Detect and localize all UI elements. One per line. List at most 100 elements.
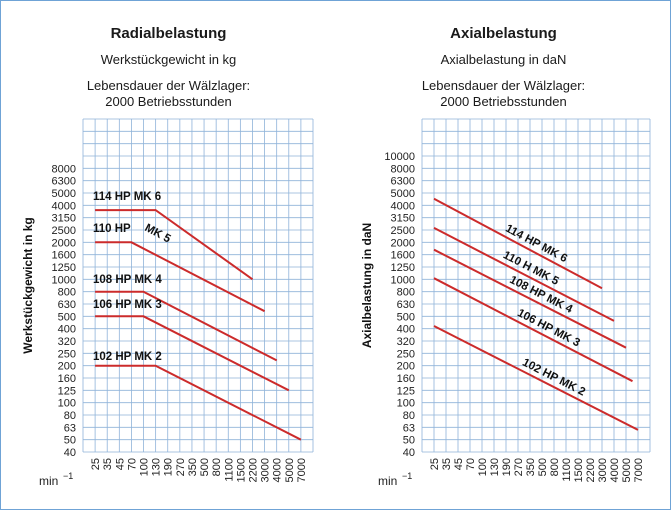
x-tick-label: 270 (513, 458, 525, 476)
y-tick-label: 40 (64, 447, 76, 459)
y-tick-label: 100 (397, 398, 415, 410)
series-line (433, 227, 615, 322)
y-tick-label: 10000 (384, 151, 415, 163)
y-tick-label: 630 (58, 299, 76, 311)
y-tick-label: 3150 (391, 213, 415, 225)
x-unit-label: min (39, 474, 58, 488)
x-tick-label: 5000 (621, 458, 633, 482)
y-tick-label: 5000 (391, 188, 415, 200)
x-tick-label: 1500 (573, 458, 585, 482)
x-tick-label: 190 (163, 458, 175, 476)
x-tick-label: 25 (429, 458, 441, 470)
x-tick-label: 35 (441, 458, 453, 470)
y-tick-label: 250 (58, 348, 76, 360)
x-tick-label: 3000 (260, 458, 272, 482)
bearing-life-note-line2: 2000 Betriebsstunden (105, 94, 232, 109)
series-label: 102 HP MK 2 (93, 351, 162, 363)
plot-area: 4050638010012516020025032040050063080010… (21, 118, 314, 488)
x-tick-label: 500 (537, 458, 549, 476)
series-line (433, 277, 633, 383)
y-tick-label: 63 (64, 422, 76, 434)
x-unit-exponent: −1 (63, 471, 73, 481)
series-line (95, 315, 290, 392)
axial-load-chart: 4050638010012516020025032040050063080010… (360, 118, 651, 488)
series-line (433, 325, 639, 431)
y-tick-label: 320 (58, 336, 76, 348)
series-label: 110 HP (93, 223, 131, 235)
y-tick-label: 6300 (391, 176, 415, 188)
y-tick-label: 800 (58, 287, 76, 299)
y-tick-label: 800 (397, 287, 415, 299)
series-label: 106 HP MK 3 (93, 299, 162, 311)
x-tick-label: 270 (175, 458, 187, 476)
x-tick-label: 7000 (633, 458, 645, 482)
x-tick-label: 45 (453, 458, 465, 470)
x-tick-label: 70 (465, 458, 477, 470)
chart-title: Axialbelastung (450, 25, 557, 42)
y-tick-label: 400 (397, 324, 415, 336)
x-tick-label: 45 (114, 458, 126, 470)
y-tick-label: 6300 (52, 176, 76, 188)
axial-load-panel: Axialbelastung Axialbelastung in daN Leb… (336, 1, 671, 509)
chart-subtitle: Werkstückgewicht in kg (100, 52, 237, 67)
y-tick-label: 2500 (391, 225, 415, 237)
y-tick-label: 50 (403, 435, 415, 447)
y-tick-label: 630 (397, 299, 415, 311)
y-tick-label: 160 (58, 373, 76, 385)
series-line (433, 197, 603, 290)
bearing-life-note-line1: Lebensdauer der Wälzlager: (421, 78, 586, 93)
x-tick-label: 2200 (585, 458, 597, 482)
x-unit-exponent: −1 (402, 471, 412, 481)
y-tick-label: 80 (403, 410, 415, 422)
series-line (95, 209, 254, 281)
x-tick-label: 70 (126, 458, 138, 470)
y-tick-label: 4000 (52, 200, 76, 212)
y-tick-label: 1250 (52, 262, 76, 274)
y-tick-label: 40 (403, 447, 415, 459)
bearing-life-note-line2: 2000 Betriebsstunden (440, 94, 567, 109)
y-tick-label: 1000 (391, 274, 415, 286)
x-tick-label: 350 (187, 458, 199, 476)
x-unit-label: min (378, 474, 397, 488)
y-tick-label: 200 (397, 361, 415, 373)
y-axis-label: Axialbelastung in daN (360, 223, 374, 348)
y-tick-label: 2000 (52, 237, 76, 249)
y-tick-label: 3150 (52, 213, 76, 225)
x-tick-label: 190 (501, 458, 513, 476)
x-tick-label: 25 (90, 458, 102, 470)
y-tick-label: 100 (58, 398, 76, 410)
x-tick-label: 2200 (247, 458, 259, 482)
x-tick-label: 800 (549, 458, 561, 476)
x-tick-label: 500 (199, 458, 211, 476)
y-tick-label: 200 (58, 361, 76, 373)
y-tick-label: 80 (64, 410, 76, 422)
series-line (433, 248, 627, 349)
x-tick-label: 350 (525, 458, 537, 476)
y-tick-label: 1600 (391, 250, 415, 262)
x-tick-label: 1100 (561, 458, 573, 482)
series-line (95, 290, 278, 362)
y-tick-label: 1000 (52, 274, 76, 286)
x-tick-label: 5000 (284, 458, 296, 482)
y-axis-label: Werkstückgewicht in kg (21, 217, 35, 353)
x-tick-label: 130 (151, 458, 163, 476)
plot-area: 4050638010012516020025032040050063080010… (360, 118, 651, 488)
y-tick-label: 5000 (52, 188, 76, 200)
y-tick-label: 320 (397, 336, 415, 348)
bearing-life-note-line1: Lebensdauer der Wälzlager: (86, 78, 251, 93)
x-tick-label: 35 (102, 458, 114, 470)
y-tick-label: 1600 (52, 250, 76, 262)
y-tick-label: 125 (397, 385, 415, 397)
x-tick-label: 100 (477, 458, 489, 476)
x-tick-label: 4000 (609, 458, 621, 482)
radial-load-chart: 4050638010012516020025032040050063080010… (21, 118, 314, 488)
x-tick-label: 4000 (272, 458, 284, 482)
y-tick-label: 160 (397, 373, 415, 385)
y-tick-label: 2500 (52, 225, 76, 237)
x-tick-label: 800 (211, 458, 223, 476)
y-tick-label: 2000 (391, 237, 415, 249)
x-tick-label: 3000 (597, 458, 609, 482)
y-tick-label: 50 (64, 435, 76, 447)
chart-subtitle: Axialbelastung in daN (440, 52, 567, 67)
